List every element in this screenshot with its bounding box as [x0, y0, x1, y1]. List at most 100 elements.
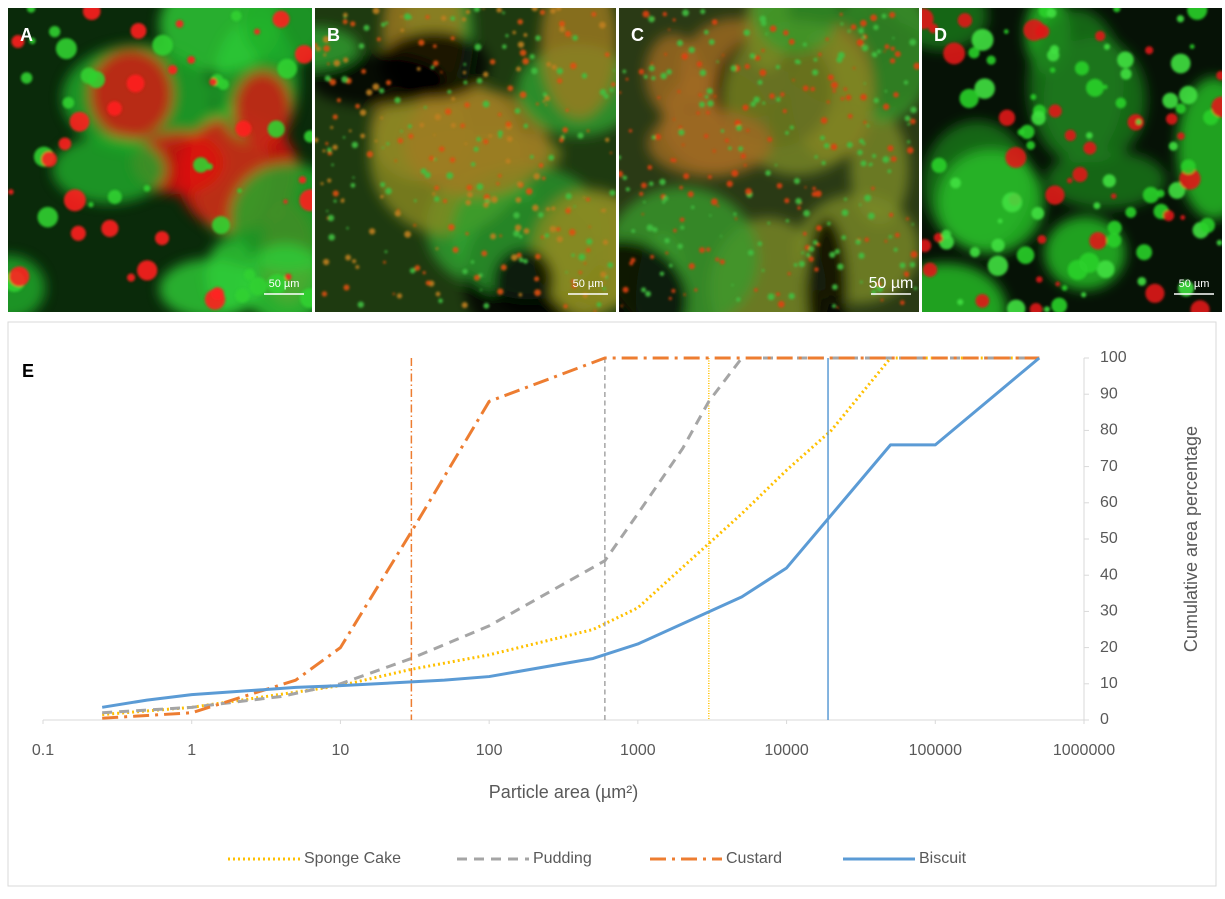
particle: [991, 238, 1005, 252]
texture-blob: [242, 8, 312, 66]
particle: [1145, 46, 1154, 55]
particle: [586, 129, 590, 133]
particle: [498, 174, 502, 178]
particle: [352, 259, 357, 264]
particle: [1187, 8, 1208, 20]
particle: [1136, 119, 1142, 125]
particle: [651, 135, 656, 140]
particle: [1190, 300, 1210, 312]
particle: [518, 257, 524, 263]
particle: [803, 209, 810, 217]
micrograph: A 50 µm: [8, 8, 312, 312]
particle: [774, 164, 778, 167]
particle: [931, 157, 947, 173]
particle: [747, 249, 754, 256]
particle: [728, 146, 732, 151]
particle: [385, 21, 389, 25]
particle: [816, 242, 821, 247]
particle: [706, 87, 713, 95]
particle: [372, 83, 380, 91]
particle: [1199, 217, 1215, 234]
particle: [657, 96, 661, 100]
particle: [434, 158, 437, 161]
particle: [523, 33, 528, 37]
particle: [346, 226, 349, 230]
particle: [363, 24, 370, 31]
particle: [830, 81, 838, 89]
particle: [911, 223, 914, 226]
particle: [715, 257, 720, 262]
particle: [651, 76, 656, 81]
particle: [107, 101, 122, 116]
particle: [329, 78, 337, 86]
particle: [357, 301, 364, 308]
particle: [267, 120, 285, 138]
particle: [535, 35, 541, 41]
panel-label: E: [22, 361, 34, 381]
particle: [324, 75, 331, 82]
particle: [798, 260, 805, 268]
particle: [343, 12, 348, 18]
particle: [731, 283, 734, 287]
particle: [759, 69, 767, 77]
particle: [212, 216, 230, 235]
y-tick-label: 50: [1100, 530, 1118, 547]
particle: [836, 306, 839, 309]
particle: [845, 94, 852, 101]
particle: [1030, 94, 1037, 100]
particle: [888, 212, 894, 218]
texture-blob: [89, 48, 174, 140]
scale-bar-label: 50 µm: [573, 278, 604, 290]
particle: [678, 125, 682, 129]
particle: [130, 22, 147, 39]
particle: [906, 147, 914, 154]
particle: [449, 157, 456, 163]
particle: [414, 265, 421, 271]
particle: [841, 235, 847, 240]
particle: [650, 62, 654, 65]
particle: [464, 102, 470, 108]
particle: [720, 235, 723, 238]
particle: [557, 78, 563, 84]
particle: [673, 228, 677, 233]
particle: [699, 247, 705, 253]
particle: [871, 278, 875, 282]
particle: [516, 181, 523, 187]
particle: [840, 22, 844, 26]
particle: [887, 145, 894, 152]
particle: [856, 39, 864, 47]
particle: [345, 254, 351, 261]
micrograph-panels: A 50 µm B 50 µm C 50 µm D 50 µm: [8, 8, 1222, 312]
particle: [826, 100, 830, 104]
particle: [490, 233, 497, 240]
particle: [380, 116, 383, 120]
particle: [304, 130, 312, 143]
particle: [652, 227, 658, 233]
particle: [638, 68, 645, 75]
particle: [787, 272, 791, 276]
particle: [424, 171, 431, 179]
particle: [647, 165, 653, 170]
particle: [193, 157, 209, 173]
micrograph: D 50 µm: [922, 8, 1222, 312]
particle: [577, 132, 584, 139]
particle: [1095, 30, 1106, 42]
panel-label: C: [631, 25, 644, 45]
particle: [1096, 260, 1115, 279]
particle: [470, 162, 476, 167]
particle: [558, 20, 565, 27]
particle: [516, 252, 522, 258]
particle: [907, 140, 911, 144]
particle: [518, 234, 523, 239]
particle: [641, 287, 647, 293]
particle: [549, 225, 557, 233]
particle: [323, 45, 330, 52]
micrograph-texture: [619, 8, 919, 312]
particle: [704, 95, 709, 99]
particle: [664, 237, 670, 244]
particle: [439, 146, 445, 152]
particle: [1020, 124, 1035, 140]
particle: [691, 205, 695, 209]
particle: [476, 137, 481, 142]
particle: [767, 293, 775, 301]
